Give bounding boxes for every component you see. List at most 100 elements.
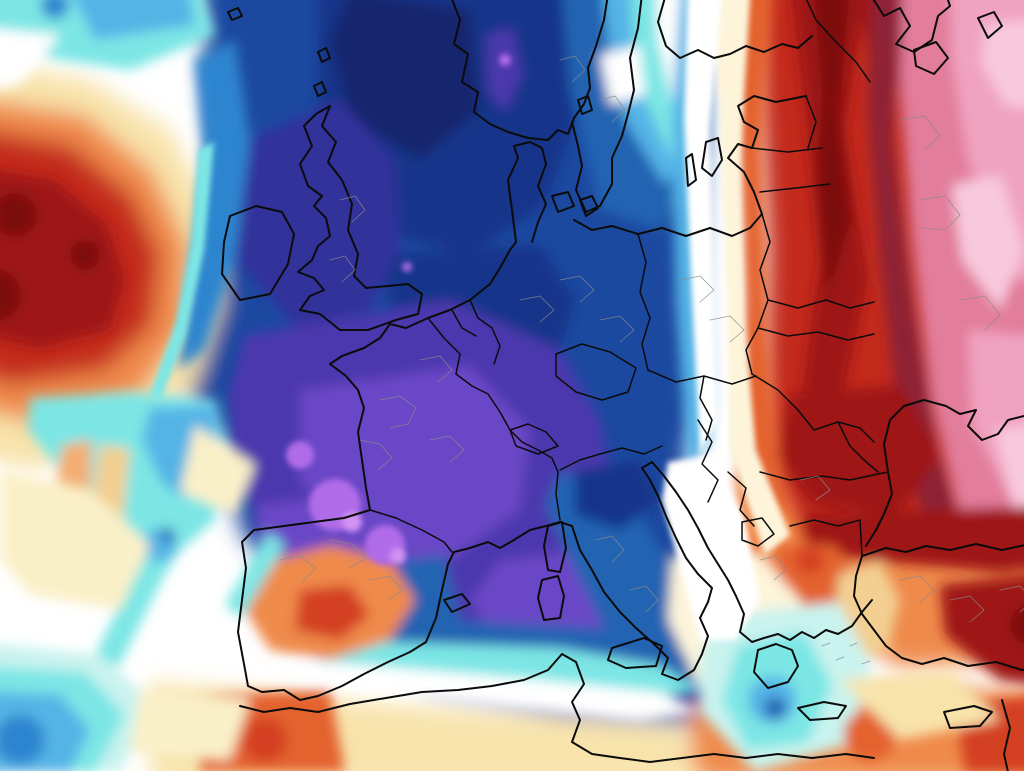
- admin-turkey: [899, 575, 1024, 623]
- algeria-cyan-band: [310, 640, 700, 700]
- coast-adriatic-balkans: [651, 461, 873, 643]
- admin-russia: [899, 115, 1001, 331]
- wine-transition-band: [868, 0, 962, 545]
- admin-boundaries: [279, 55, 1024, 665]
- lake-ladoga: [913, 41, 949, 75]
- algeria-white-band: [280, 660, 700, 722]
- admin-balkans: [759, 475, 831, 581]
- border-carpathians: [751, 373, 875, 443]
- admin-france: [359, 355, 465, 471]
- coast-black-sea: [883, 399, 1024, 473]
- admin-aegean-islands: [821, 642, 871, 665]
- romania-darkred: [778, 385, 940, 515]
- diagonal-cyan-streak: [95, 482, 212, 668]
- norway-violet-patch: [487, 28, 522, 112]
- coast-turkey-north: [861, 543, 1024, 557]
- coast-turkey-west-south: [853, 555, 1024, 671]
- coast-italy: [571, 461, 713, 681]
- pale-pink-patch: [982, 20, 1024, 108]
- coast-baltic-south: [573, 95, 807, 237]
- border-benelux: [451, 299, 501, 365]
- border-pyrenees: [369, 509, 453, 553]
- island-gotland: [701, 137, 723, 177]
- baltics-maroon-streak: [814, 0, 850, 300]
- north-turkey-darkred: [800, 506, 1024, 572]
- boundary-white-sliver: [684, 0, 722, 455]
- coast-france-iberia-med: [237, 317, 573, 701]
- border-germany-poland: [637, 233, 651, 371]
- pale-pink-patch-south: [995, 426, 1024, 519]
- england-magenta-dot: [402, 262, 412, 272]
- island-crete: [797, 701, 847, 721]
- left-cyan-band: [150, 142, 214, 402]
- peninsula-peloponnese: [753, 643, 799, 689]
- island-mallorca: [443, 593, 471, 613]
- island-corsica: [543, 521, 567, 573]
- border-baltic-states: [751, 95, 831, 193]
- norway-magenta-dot: [499, 54, 511, 66]
- admin-uk: [329, 195, 366, 283]
- east-turkey-maroon-spot: [1010, 605, 1024, 645]
- italy-cold-tongue: [545, 470, 700, 700]
- coast-ireland: [221, 205, 295, 301]
- diagonal-blue-dot: [161, 528, 175, 542]
- topleft-blue-spot: [41, 0, 69, 19]
- island-zealand: [551, 191, 575, 213]
- border-danube: [759, 471, 889, 481]
- pale-yellow-patch: [0, 470, 150, 610]
- island-faroe: [227, 7, 243, 21]
- lake-onega: [977, 11, 1003, 39]
- coastlines: [221, 0, 1024, 771]
- pale-yellow-patch: [180, 425, 255, 515]
- admin-spain: [279, 539, 403, 601]
- short-cyan-streak: [225, 532, 285, 618]
- border-switzerland: [509, 423, 559, 455]
- border-moldova: [837, 421, 879, 473]
- greece-red-spot: [796, 546, 824, 574]
- border-belarus-ukraine: [757, 299, 875, 341]
- admin-poland: [679, 275, 745, 343]
- sw-iberia-red-core: [295, 585, 370, 640]
- coast-norway: [451, 0, 609, 141]
- pale-yellow-patch: [130, 690, 250, 760]
- coast-denmark: [507, 141, 547, 243]
- boundary-cream-band: [713, 0, 790, 555]
- coast-white-sea: [872, 0, 951, 53]
- uk-indigo: [225, 100, 400, 330]
- north-italy-navy: [575, 460, 660, 530]
- atlantic-maroon-spot: [0, 269, 21, 321]
- island-orkney: [313, 81, 327, 97]
- island-shetland: [317, 47, 331, 63]
- sirte-cream-gap: [840, 670, 1000, 740]
- border-czechia: [555, 343, 637, 401]
- island-cyprus: [943, 705, 993, 729]
- border-france-east: [427, 317, 561, 521]
- border-west-balkans: [697, 419, 755, 527]
- admin-germany: [519, 275, 635, 343]
- south-greece-blue-core: [764, 697, 786, 719]
- island-sardinia: [537, 575, 565, 621]
- corner-blue-spot: [0, 715, 45, 765]
- border-bulgaria-greece: [741, 517, 863, 557]
- sfrance-light-magenta: [390, 548, 406, 564]
- coast-levant: [1001, 699, 1011, 771]
- border-finland-russia: [805, 0, 871, 83]
- pale-pink-streak: [952, 175, 1024, 310]
- island-sicily: [607, 637, 663, 669]
- coast-north-africa: [239, 653, 875, 763]
- island-funen: [579, 195, 599, 217]
- topleft-sky: [75, 0, 195, 40]
- lake-vanern: [577, 95, 593, 115]
- island-oland: [685, 153, 697, 187]
- coast-finland-bothnia: [657, 0, 813, 59]
- coast-black-sea-west: [865, 471, 893, 547]
- atlantic-maroon-spot: [70, 240, 100, 270]
- east-turkey-darkred: [940, 575, 1024, 684]
- topleft-white-wedge: [0, 29, 60, 89]
- coast-great-britain: [297, 105, 423, 331]
- coast-northsea-continent: [427, 241, 517, 319]
- country-borders: [369, 0, 889, 557]
- north-sea-dark-core: [330, 0, 480, 160]
